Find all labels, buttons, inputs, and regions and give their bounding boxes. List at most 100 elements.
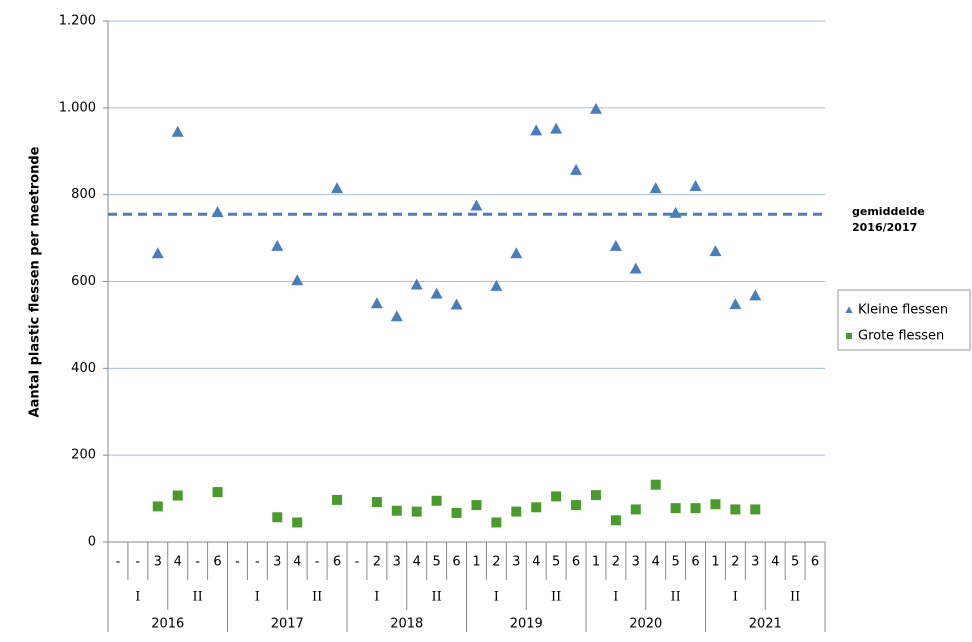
year-label: 2019 — [510, 617, 543, 632]
half-label: II — [790, 590, 800, 605]
legend-marker — [846, 333, 852, 339]
year-label: 2016 — [151, 617, 184, 632]
legend-label: Grote flessen — [858, 329, 944, 344]
half-label: II — [192, 590, 202, 605]
x-tick-label: - — [195, 555, 200, 570]
x-tick-label: 1 — [592, 555, 600, 570]
y-tick-label: 200 — [71, 448, 96, 463]
point — [331, 182, 344, 194]
x-tick-label: 1 — [472, 555, 480, 570]
point — [551, 491, 562, 502]
x-tick-label: 6 — [452, 555, 460, 570]
point — [391, 505, 402, 516]
x-tick-label: 5 — [432, 555, 440, 570]
half-label: II — [551, 590, 561, 605]
x-tick-label: 3 — [512, 555, 520, 570]
point — [609, 239, 622, 251]
point — [589, 102, 602, 114]
point — [550, 122, 563, 134]
point — [272, 512, 283, 523]
x-tick-label: 4 — [771, 555, 779, 570]
point — [669, 206, 682, 218]
point — [729, 298, 742, 310]
x-tick-label: 4 — [532, 555, 540, 570]
point — [451, 507, 462, 518]
x-tick-label: 3 — [154, 555, 162, 570]
x-tick-label: 4 — [293, 555, 301, 570]
point — [490, 279, 503, 291]
point — [410, 278, 423, 290]
half-label: I — [135, 590, 140, 605]
x-tick-label: - — [235, 555, 240, 570]
point — [431, 495, 442, 506]
y-tick-label: 400 — [71, 361, 96, 376]
x-tick-label: 6 — [691, 555, 699, 570]
x-tick-label: 6 — [333, 555, 341, 570]
point — [211, 206, 224, 218]
x-tick-label: 1 — [711, 555, 719, 570]
x-tick-label: - — [315, 555, 320, 570]
point — [332, 494, 343, 505]
point — [530, 124, 543, 136]
x-tick-label: 6 — [213, 555, 221, 570]
point — [470, 199, 483, 211]
point — [730, 504, 741, 515]
year-label: 2020 — [629, 617, 662, 632]
x-tick-label: 2 — [492, 555, 500, 570]
x-tick-label: 5 — [552, 555, 560, 570]
x-tick-label: 2 — [612, 555, 620, 570]
point — [390, 310, 403, 322]
point — [590, 490, 601, 501]
point — [430, 287, 443, 299]
point — [649, 182, 662, 194]
half-label: I — [255, 590, 260, 605]
y-tick-label: 0 — [88, 535, 96, 550]
year-label: 2021 — [749, 617, 782, 632]
point — [690, 503, 701, 514]
y-tick-label: 800 — [71, 187, 96, 202]
point — [610, 515, 621, 526]
x-tick-label: 6 — [811, 555, 819, 570]
point — [630, 504, 641, 515]
point — [411, 506, 422, 517]
reference-label: gemiddelde — [852, 205, 925, 218]
legend-box — [837, 289, 971, 351]
x-tick-label: 2 — [373, 555, 381, 570]
point — [491, 517, 502, 528]
point — [650, 479, 661, 490]
legend-label: Kleine flessen — [858, 303, 948, 318]
x-tick-label: 3 — [273, 555, 281, 570]
x-tick-label: - — [255, 555, 260, 570]
point — [212, 487, 223, 498]
point — [450, 298, 463, 310]
half-label: II — [670, 590, 680, 605]
half-label: I — [374, 590, 379, 605]
point — [292, 517, 303, 528]
y-tick-label: 1.000 — [59, 100, 96, 115]
half-label: I — [494, 590, 499, 605]
point — [670, 503, 681, 514]
x-tick-label: 4 — [652, 555, 660, 570]
point — [749, 289, 762, 301]
point — [471, 500, 482, 511]
year-label: 2017 — [271, 617, 304, 632]
point — [291, 274, 304, 286]
x-tick-label: 4 — [174, 555, 182, 570]
point — [152, 501, 163, 512]
half-label: II — [431, 590, 441, 605]
point — [750, 504, 761, 515]
reference-label: 2016/2017 — [852, 221, 917, 234]
point — [511, 506, 522, 517]
y-axis-title: Aantal plastic flessen per meetronde — [28, 146, 43, 417]
x-tick-label: 6 — [572, 555, 580, 570]
half-label: I — [733, 590, 738, 605]
x-tick-label: 3 — [632, 555, 640, 570]
x-tick-label: - — [116, 555, 121, 570]
point — [171, 125, 184, 137]
point — [531, 502, 542, 513]
x-tick-label: 4 — [413, 555, 421, 570]
half-label: I — [613, 590, 618, 605]
x-tick-label: 3 — [393, 555, 401, 570]
legend-marker — [845, 306, 853, 313]
